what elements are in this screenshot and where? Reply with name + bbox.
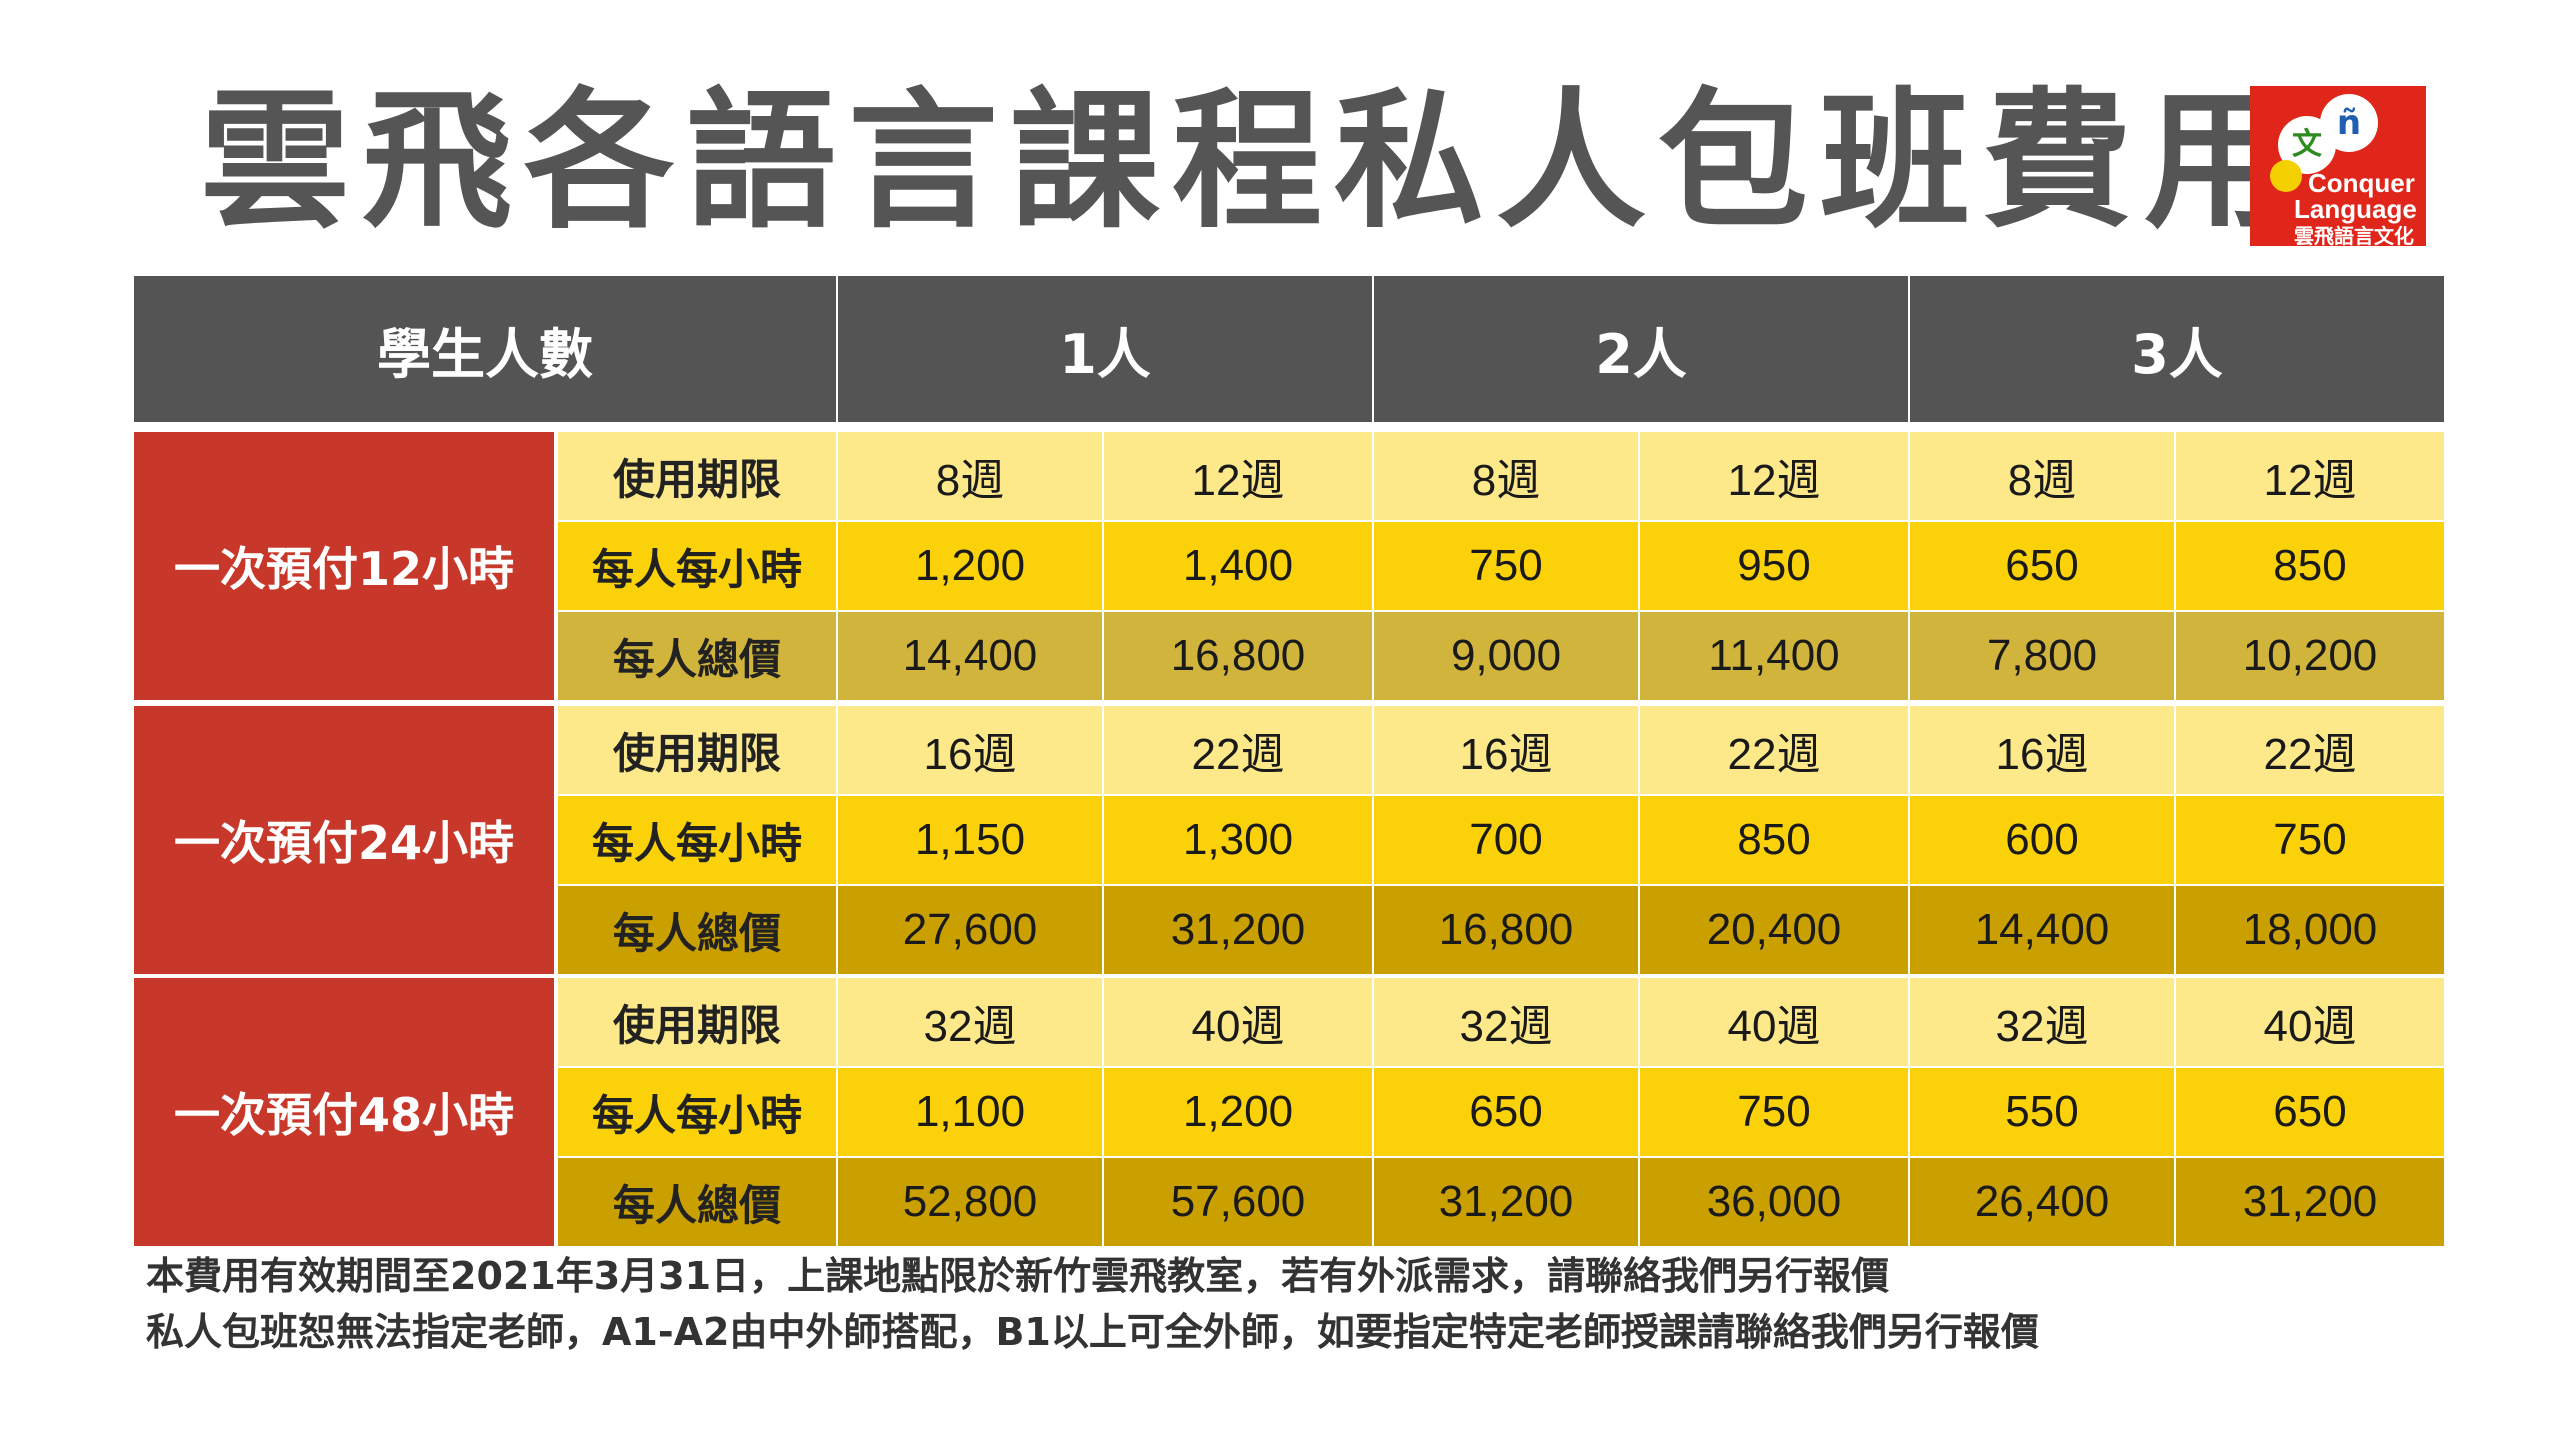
price-cell: 22週: [2176, 706, 2444, 794]
row-label: 每人每小時: [558, 796, 836, 884]
header-student-count: 學生人數: [134, 276, 836, 422]
price-cell: 1,200: [1104, 1068, 1372, 1156]
row-label: 每人總價: [558, 612, 836, 700]
price-cell: 12週: [2176, 432, 2444, 520]
price-cell: 40週: [1104, 978, 1372, 1066]
price-cell: 650: [1910, 522, 2174, 610]
price-cell: 31,200: [2176, 1158, 2444, 1246]
row-label: 每人總價: [558, 1158, 836, 1246]
price-cell: 14,400: [838, 612, 1102, 700]
logo-text: Language: [2294, 194, 2417, 224]
row-label: 每人每小時: [558, 1068, 836, 1156]
footnotes: 本費用有效期間至2021年3月31日，上課地點限於新竹雲飛教室，若有外派需求，請…: [146, 1248, 2406, 1360]
group-label: 一次預付24小時: [134, 706, 554, 974]
footnote: 本費用有效期間至2021年3月31日，上課地點限於新竹雲飛教室，若有外派需求，請…: [146, 1254, 1890, 1298]
price-cell: 750: [1374, 522, 1638, 610]
price-cell: 40週: [2176, 978, 2444, 1066]
price-cell: 950: [1640, 522, 1908, 610]
price-cell: 36,000: [1640, 1158, 1908, 1246]
price-cell: 16週: [1374, 706, 1638, 794]
row-label: 使用期限: [558, 432, 836, 520]
price-cell: 14,400: [1910, 886, 2174, 974]
price-cell: 1,150: [838, 796, 1102, 884]
smiley-icon: [2270, 160, 2302, 192]
group-label: 一次預付48小時: [134, 978, 554, 1246]
row-label: 使用期限: [558, 706, 836, 794]
price-cell: 16,800: [1104, 612, 1372, 700]
conquer-language-logo: 文 ñ Conquer Language 雲飛語言文化: [2250, 86, 2426, 246]
header-column-3: 3人: [1910, 276, 2444, 422]
price-cell: 850: [2176, 522, 2444, 610]
price-cell: 31,200: [1374, 1158, 1638, 1246]
price-cell: 20,400: [1640, 886, 1908, 974]
price-cell: 650: [1374, 1068, 1638, 1156]
price-cell: 7,800: [1910, 612, 2174, 700]
price-cell: 16週: [1910, 706, 2174, 794]
header-column-1: 1人: [838, 276, 1372, 422]
price-cell: 850: [1640, 796, 1908, 884]
price-cell: 52,800: [838, 1158, 1102, 1246]
price-cell: 750: [1640, 1068, 1908, 1156]
price-cell: 8週: [1910, 432, 2174, 520]
row-label: 每人每小時: [558, 522, 836, 610]
price-cell: 26,400: [1910, 1158, 2174, 1246]
pricing-table: 學生人數 1人 2人 3人 一次預付12小時 使用期限 8週 12週 8週 12週 8週 12…: [134, 276, 2444, 1248]
price-cell: 10,200: [2176, 612, 2444, 700]
logo-text: Conquer: [2308, 168, 2415, 198]
price-cell: 16,800: [1374, 886, 1638, 974]
price-cell: 32週: [838, 978, 1102, 1066]
row-label: 每人總價: [558, 886, 836, 974]
price-cell: 650: [2176, 1068, 2444, 1156]
footnote: 私人包班恕無法指定老師，A1-A2由中外師搭配，B1以上可全外師，如要指定特定老…: [146, 1310, 2039, 1354]
logo-text: 雲飛語言文化: [2294, 224, 2414, 246]
price-cell: 12週: [1104, 432, 1372, 520]
header-column-2: 2人: [1374, 276, 1908, 422]
price-cell: 1,400: [1104, 522, 1372, 610]
price-cell: 22週: [1640, 706, 1908, 794]
price-cell: 32週: [1374, 978, 1638, 1066]
price-cell: 1,100: [838, 1068, 1102, 1156]
price-cell: 8週: [1374, 432, 1638, 520]
price-cell: 600: [1910, 796, 2174, 884]
price-cell: 31,200: [1104, 886, 1372, 974]
price-cell: 1,300: [1104, 796, 1372, 884]
price-cell: 8週: [838, 432, 1102, 520]
price-cell: 1,200: [838, 522, 1102, 610]
logo-bubble-icon: ñ: [2320, 94, 2378, 152]
price-cell: 27,600: [838, 886, 1102, 974]
price-cell: 22週: [1104, 706, 1372, 794]
price-cell: 550: [1910, 1068, 2174, 1156]
price-cell: 12週: [1640, 432, 1908, 520]
price-cell: 11,400: [1640, 612, 1908, 700]
price-cell: 750: [2176, 796, 2444, 884]
price-cell: 18,000: [2176, 886, 2444, 974]
price-cell: 9,000: [1374, 612, 1638, 700]
price-cell: 32週: [1910, 978, 2174, 1066]
price-cell: 40週: [1640, 978, 1908, 1066]
row-label: 使用期限: [558, 978, 836, 1066]
group-label: 一次預付12小時: [134, 432, 554, 700]
page-title: 雲飛各語言課程私人包班費用: [200, 75, 2307, 249]
price-cell: 57,600: [1104, 1158, 1372, 1246]
price-cell: 700: [1374, 796, 1638, 884]
price-cell: 16週: [838, 706, 1102, 794]
